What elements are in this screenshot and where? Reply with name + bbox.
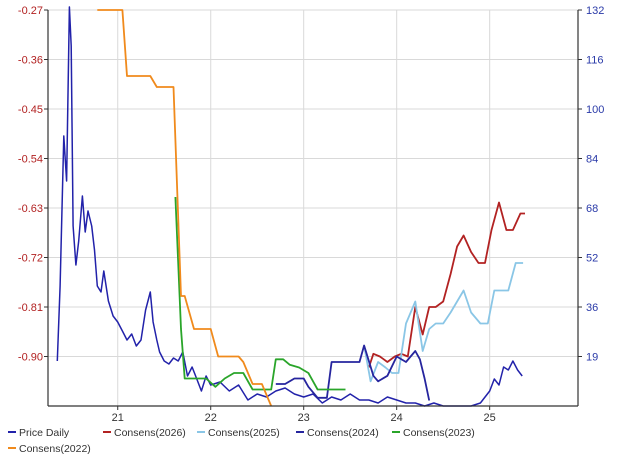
right-tick-label: 84: [586, 154, 598, 166]
legend-label-consens-2022: Consens(2022): [19, 443, 91, 455]
x-tick-label: 21: [112, 412, 124, 424]
right-tick-label: 19: [586, 352, 598, 364]
series-line-consens-2026: [367, 201, 525, 368]
left-tick-label: -0.36: [18, 55, 43, 67]
x-tick-label: 25: [484, 412, 496, 424]
legend-label-consens-2026: Consens(2026): [114, 427, 186, 439]
legend-label-price-daily: Price Daily: [19, 427, 70, 439]
x-axis-ticks: 21 22 23 24 25: [112, 412, 496, 424]
x-tick-label: 24: [391, 412, 403, 424]
x-tick-label: 23: [298, 412, 310, 424]
right-axis-ticks: 132 116 100 84 68 52 36 19: [586, 5, 604, 364]
right-tick-label: 36: [586, 302, 598, 314]
left-tick-label: -0.90: [18, 352, 43, 364]
left-tick-label: -0.63: [18, 203, 43, 215]
right-tick-label: 68: [586, 203, 598, 215]
left-tick-label: -0.45: [18, 104, 43, 116]
right-tick-label: 52: [586, 253, 598, 265]
gridlines: [48, 9, 578, 406]
left-tick-label: -0.81: [18, 302, 43, 314]
left-tick-label: -0.54: [18, 154, 43, 166]
left-axis-ticks: -0.27 -0.36 -0.45 -0.54 -0.63 -0.72 -0.81 -0.90: [18, 5, 43, 364]
x-tick-label: 22: [205, 412, 217, 424]
series-line-consens-2024: [275, 344, 431, 401]
legend: Price Daily Consens(2026) Consens(2025) Con…: [8, 427, 475, 455]
right-tick-label: 100: [586, 104, 604, 116]
left-tick-label: -0.72: [18, 253, 43, 265]
axes: [44, 9, 582, 410]
legend-label-consens-2023: Consens(2023): [403, 427, 475, 439]
right-tick-label: 132: [586, 5, 604, 17]
left-tick-label: -0.27: [18, 5, 43, 17]
right-tick-label: 116: [586, 55, 604, 67]
legend-label-consens-2025: Consens(2025): [208, 427, 280, 439]
legend-label-consens-2024: Consens(2024): [307, 427, 379, 439]
series-lines: [56, 6, 525, 407]
series-line-price-daily: [56, 6, 523, 407]
series-line-consens-2023: [174, 196, 346, 391]
series-line-consens-2025: [363, 262, 524, 383]
series-line-consens-2022: [97, 9, 273, 407]
